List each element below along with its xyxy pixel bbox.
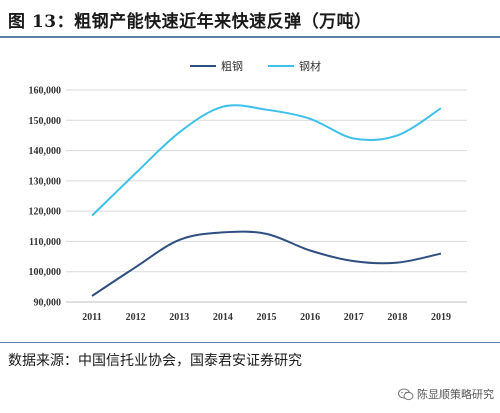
y-tick-label: 100,000 bbox=[29, 267, 62, 278]
footer-divider bbox=[0, 342, 500, 343]
legend: 粗钢 钢材 bbox=[190, 59, 321, 73]
y-tick-label: 110,000 bbox=[29, 237, 61, 248]
gridlines bbox=[66, 89, 467, 303]
y-tick-label: 150,000 bbox=[29, 116, 62, 127]
y-tick-label: 120,000 bbox=[29, 207, 62, 218]
source-note: 数据来源：中国信托业协会，国泰君安证券研究 bbox=[8, 353, 302, 369]
watermark: 陈显顺策略研究 bbox=[398, 386, 494, 402]
x-tick-label: 2016 bbox=[300, 312, 320, 323]
title-divider bbox=[0, 36, 500, 38]
y-tick-label: 140,000 bbox=[29, 146, 62, 157]
watermark-text: 陈显顺策略研究 bbox=[417, 388, 494, 401]
x-tick-label: 2011 bbox=[82, 312, 101, 323]
legend-label-1: 粗钢 bbox=[221, 60, 243, 73]
line-chart: 90,000 100,000 110,000 120,000 130,000 140,00… bbox=[29, 59, 467, 323]
wechat-icon bbox=[398, 388, 414, 400]
series-line-1 bbox=[91, 230, 442, 297]
x-tick-label: 2018 bbox=[387, 312, 407, 323]
y-axis-ticks: 90,000 100,000 110,000 120,000 130,000 140,00… bbox=[29, 86, 62, 309]
x-tick-label: 2013 bbox=[169, 312, 189, 323]
x-tick-label: 2014 bbox=[213, 312, 233, 323]
series-line-2 bbox=[91, 104, 442, 217]
y-tick-label: 130,000 bbox=[29, 176, 62, 187]
x-axis-ticks: 2011 2012 2013 2014 2015 2016 2017 2018 2019 bbox=[82, 312, 451, 323]
x-tick-label: 2012 bbox=[126, 312, 146, 323]
series-lines bbox=[91, 104, 442, 297]
x-tick-label: 2017 bbox=[344, 312, 364, 323]
x-tick-label: 2015 bbox=[257, 312, 277, 323]
y-tick-label: 90,000 bbox=[34, 298, 62, 309]
x-tick-label: 2019 bbox=[431, 312, 451, 323]
chart-title: 图 13：粗钢产能快速近年来快速反弹（万吨） bbox=[8, 12, 372, 32]
y-tick-label: 160,000 bbox=[29, 86, 62, 97]
legend-label-2: 钢材 bbox=[299, 59, 321, 73]
